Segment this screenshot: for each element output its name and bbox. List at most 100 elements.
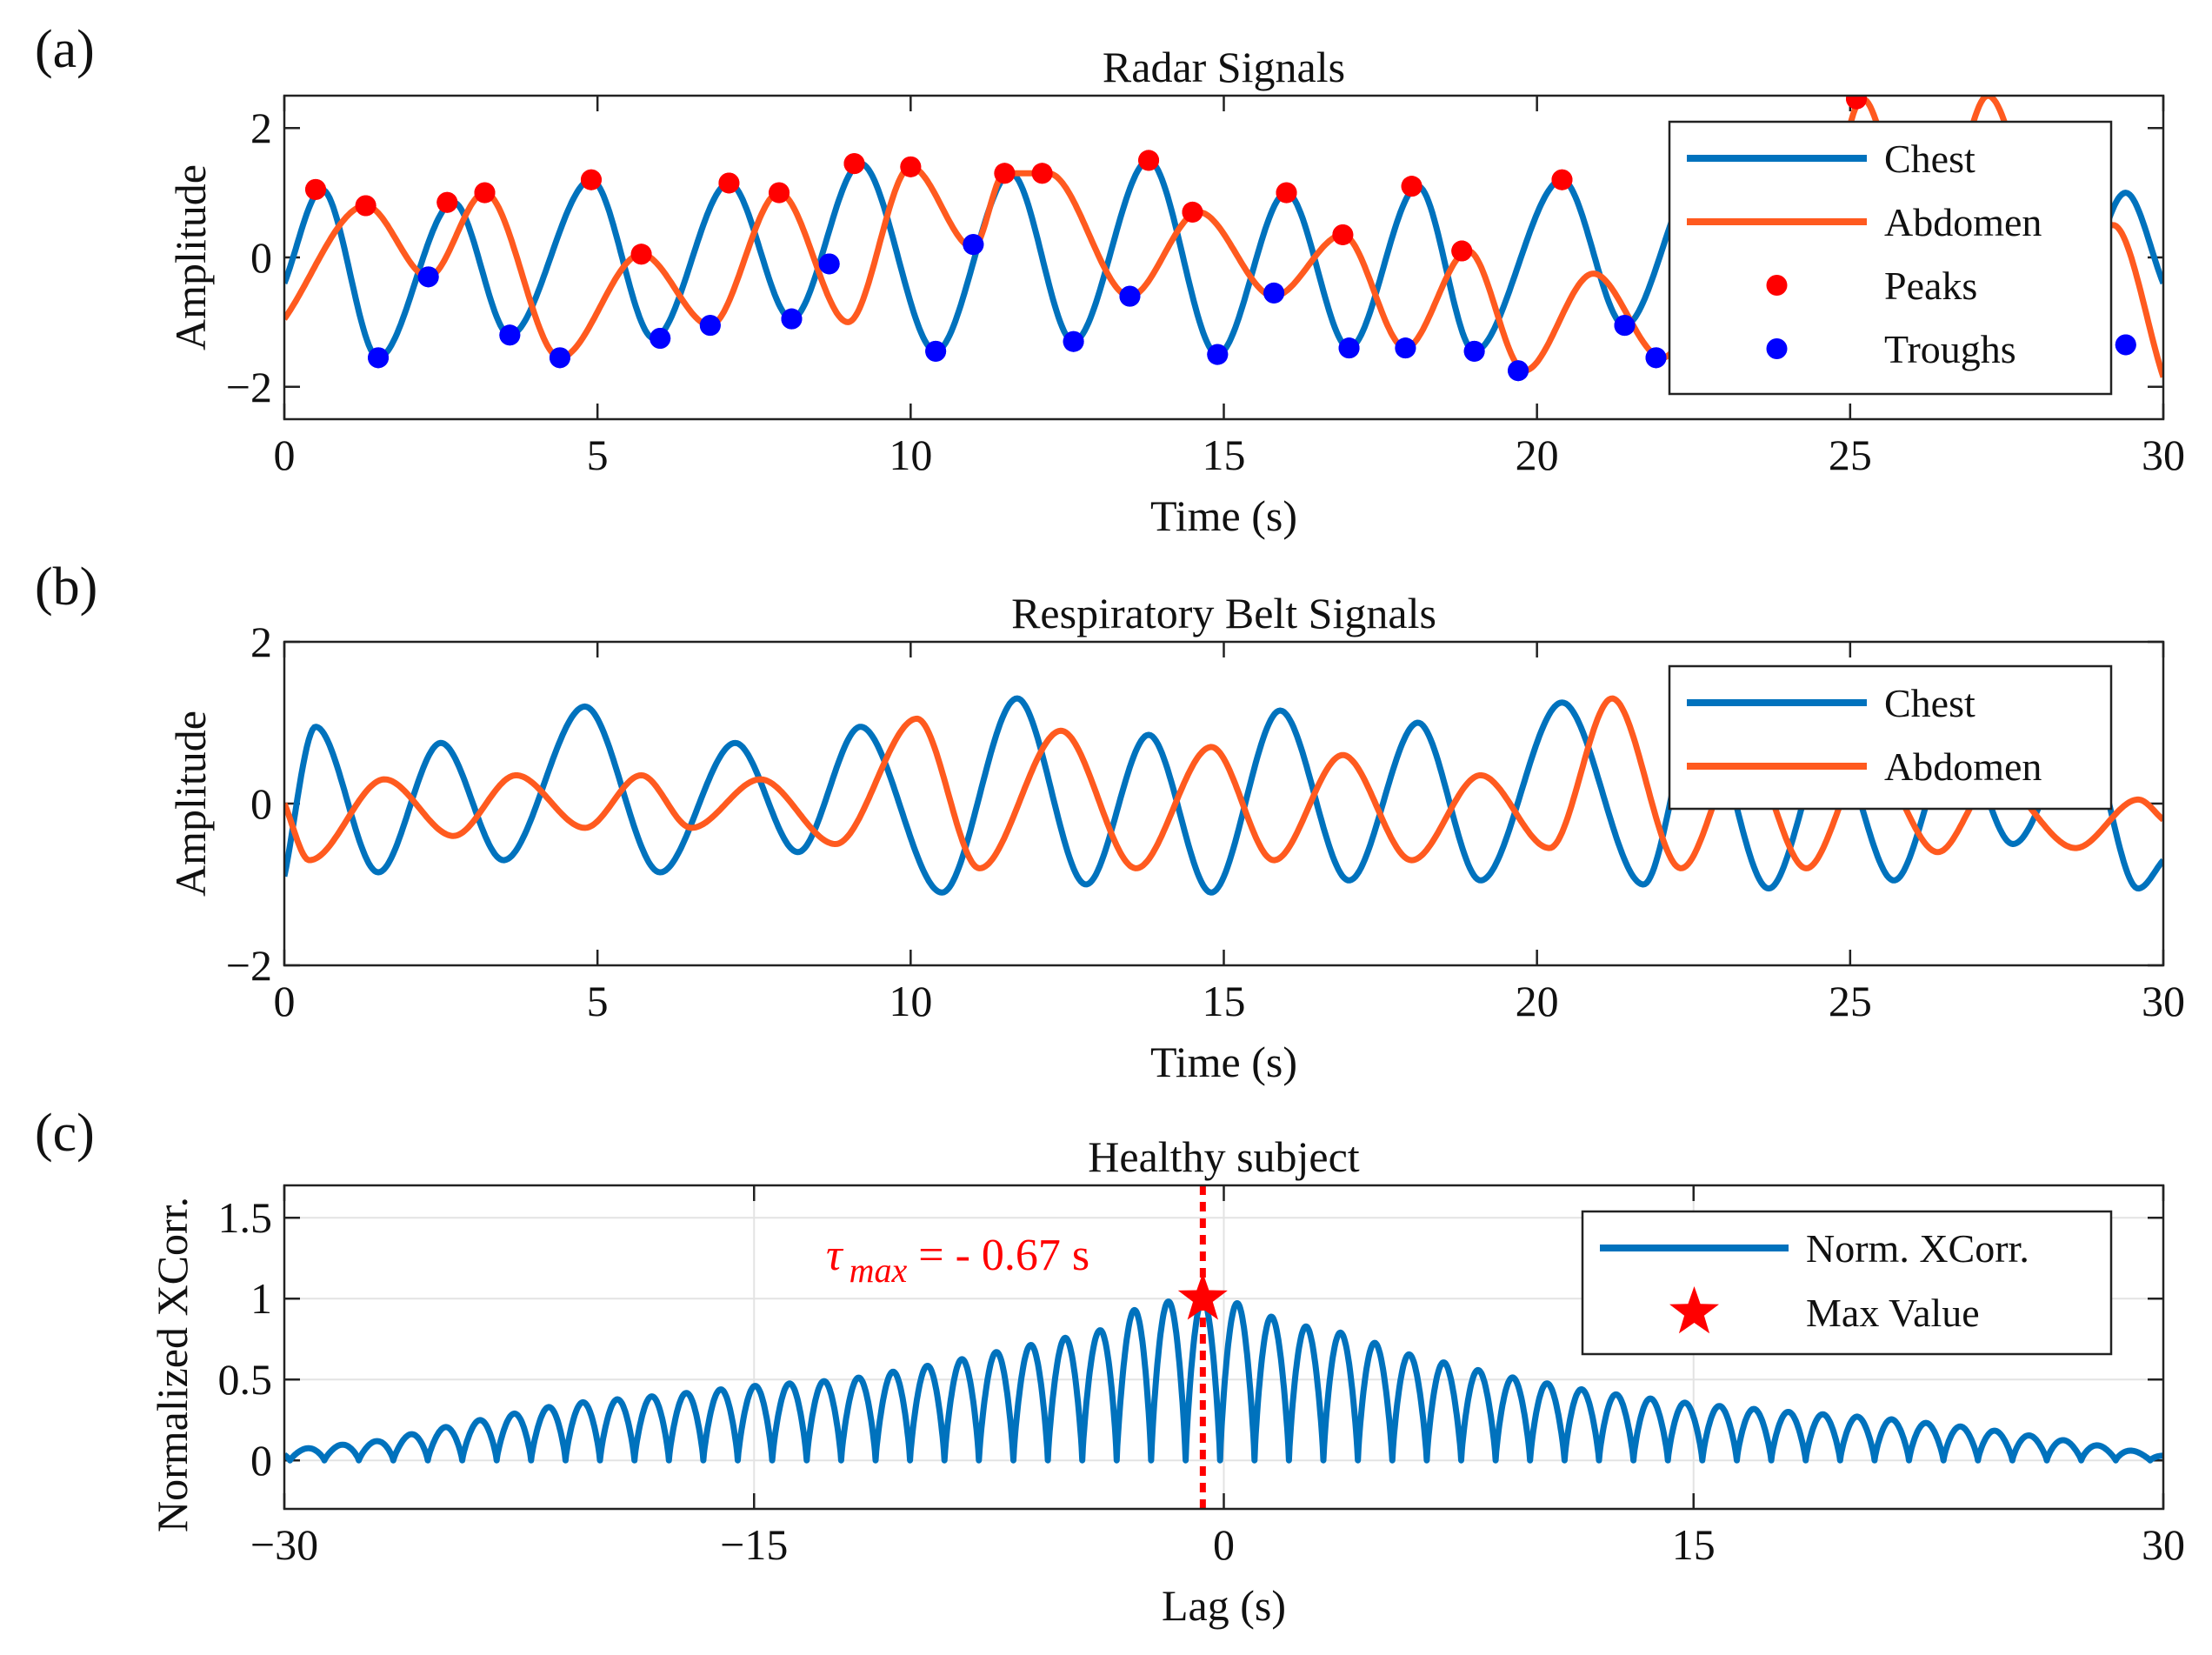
legend-label: Abdomen bbox=[1884, 200, 2042, 244]
troughs-marker-top bbox=[963, 234, 984, 256]
peaks-marker-top bbox=[843, 153, 865, 175]
legend-box bbox=[1668, 120, 2113, 396]
troughs-marker-top bbox=[1508, 360, 1529, 382]
x-tick-label: 25 bbox=[1829, 977, 1872, 1025]
troughs-marker-top bbox=[699, 315, 721, 337]
peaks-marker-top bbox=[1138, 150, 1160, 171]
peaks-marker-top bbox=[1332, 224, 1354, 245]
y-axis-label: Amplitude bbox=[166, 711, 215, 897]
y-tick-label: −2 bbox=[226, 941, 272, 990]
chart-c: Healthy subject −30 −15 0 15 30 0 0.5 1 1.5 Lag (s… bbox=[148, 1132, 2185, 1630]
x-tick-label: 30 bbox=[2142, 1520, 2185, 1569]
axes-box bbox=[283, 1184, 2165, 1511]
x-tick-label: 30 bbox=[2142, 977, 2185, 1025]
y-tick-label: 1.5 bbox=[218, 1193, 273, 1242]
troughs-marker-top bbox=[1119, 285, 1141, 307]
peaks-marker-top bbox=[474, 182, 496, 204]
x-tick-label: 0 bbox=[274, 977, 296, 1025]
peaks-marker-top bbox=[1182, 201, 1203, 223]
y-tick-label: 0 bbox=[250, 779, 272, 828]
legend-label: Abdomen bbox=[1884, 744, 2042, 789]
max-value-star bbox=[1177, 1272, 1228, 1320]
y-axis-label: Amplitude bbox=[166, 164, 215, 350]
x-tick-label: 15 bbox=[1203, 430, 1246, 479]
xcorr-line bbox=[284, 1295, 2163, 1464]
x-tick-label: 0 bbox=[274, 430, 296, 479]
troughs-marker-top bbox=[818, 253, 840, 275]
x-axis-label: Time (s) bbox=[1150, 1038, 1297, 1086]
x-tick-label: 20 bbox=[1516, 977, 1559, 1025]
troughs-marker-top bbox=[549, 347, 570, 369]
troughs-marker-top bbox=[1463, 340, 1485, 362]
y-tick-label: 2 bbox=[250, 103, 272, 152]
peaks-marker-top bbox=[1451, 240, 1473, 262]
peaks-marker-top bbox=[1846, 96, 1868, 110]
axes-box bbox=[283, 94, 2165, 421]
troughs-marker-top bbox=[1263, 282, 1285, 304]
chart-title: Radar Signals bbox=[1103, 43, 1345, 91]
legend-label: Chest bbox=[1884, 681, 1975, 725]
x-tick-label: 30 bbox=[2142, 430, 2185, 479]
troughs-marker-top bbox=[1645, 347, 1667, 369]
tau-value: = - 0.67 s bbox=[907, 1231, 1089, 1280]
legend-a: Chest Abdomen Peaks Troughs bbox=[1668, 120, 2113, 396]
legend-b: Chest Abdomen bbox=[1668, 664, 2113, 811]
max-lag-annotation: τ max = - 0.67 s bbox=[826, 1231, 1089, 1290]
peaks-marker-top bbox=[900, 156, 922, 177]
peaks-marker-top bbox=[769, 182, 790, 204]
panel-label-b: (b) bbox=[35, 557, 98, 617]
y-tick-label: 0 bbox=[250, 1436, 272, 1485]
panel-label-c: (c) bbox=[35, 1104, 95, 1163]
plot-area-a bbox=[284, 96, 2163, 382]
legend-box bbox=[1668, 664, 2113, 811]
legend-swatch-3 bbox=[1766, 338, 1788, 359]
y-tick-label: 2 bbox=[250, 617, 272, 666]
peaks-marker-top bbox=[630, 244, 652, 265]
x-tick-label: 10 bbox=[889, 977, 932, 1025]
peaks-marker-top bbox=[1276, 182, 1297, 204]
troughs-marker-top bbox=[1207, 344, 1229, 365]
peaks-marker-top bbox=[1401, 176, 1422, 197]
peaks-marker-top bbox=[355, 195, 376, 217]
peaks-marker-top bbox=[1551, 169, 1573, 190]
legend-label: Chest bbox=[1884, 137, 1975, 181]
legend-box bbox=[1581, 1210, 2113, 1356]
x-tick-label: 5 bbox=[587, 977, 609, 1025]
y-axis-label: Normalized XCorr. bbox=[148, 1197, 197, 1532]
x-tick-label: 25 bbox=[1829, 430, 1872, 479]
troughs-marker-top bbox=[1395, 337, 1416, 359]
troughs-marker-top bbox=[650, 328, 671, 349]
troughs-marker-top bbox=[925, 340, 947, 362]
legend-c: Norm. XCorr. Max Value bbox=[1581, 1210, 2113, 1356]
peaks-marker-top bbox=[436, 191, 458, 213]
axes-box bbox=[283, 640, 2165, 967]
x-tick-label: 20 bbox=[1516, 430, 1559, 479]
chart-title: Healthy subject bbox=[1088, 1132, 1360, 1181]
legend-label: Peaks bbox=[1884, 264, 1977, 308]
troughs-marker-top bbox=[1614, 315, 1636, 337]
panel-label-a: (a) bbox=[35, 20, 95, 79]
troughs-marker-top bbox=[499, 324, 521, 346]
plot-area-c bbox=[284, 1185, 2163, 1509]
troughs-marker-top bbox=[1063, 330, 1084, 352]
chart-title: Respiratory Belt Signals bbox=[1011, 589, 1436, 637]
tau-subscript: max bbox=[849, 1251, 908, 1290]
legend-swatch-1 bbox=[1669, 1286, 1719, 1334]
legend-label: Norm. XCorr. bbox=[1806, 1226, 2029, 1271]
y-tick-label: 0 bbox=[250, 233, 272, 282]
troughs-marker-top bbox=[2115, 334, 2136, 356]
legend-swatch-2 bbox=[1766, 275, 1788, 296]
y-tick-label: −2 bbox=[226, 363, 272, 411]
x-tick-label: 15 bbox=[1203, 977, 1246, 1025]
peaks-marker-top bbox=[994, 163, 1016, 184]
troughs-marker-top bbox=[1338, 337, 1360, 359]
troughs-marker-top bbox=[417, 266, 439, 288]
x-tick-label: −30 bbox=[250, 1520, 318, 1569]
y-tick-label: 0.5 bbox=[218, 1355, 273, 1404]
tau-symbol: τ bbox=[826, 1231, 844, 1280]
peaks-marker-top bbox=[1031, 163, 1053, 184]
peaks-marker-top bbox=[305, 178, 327, 200]
